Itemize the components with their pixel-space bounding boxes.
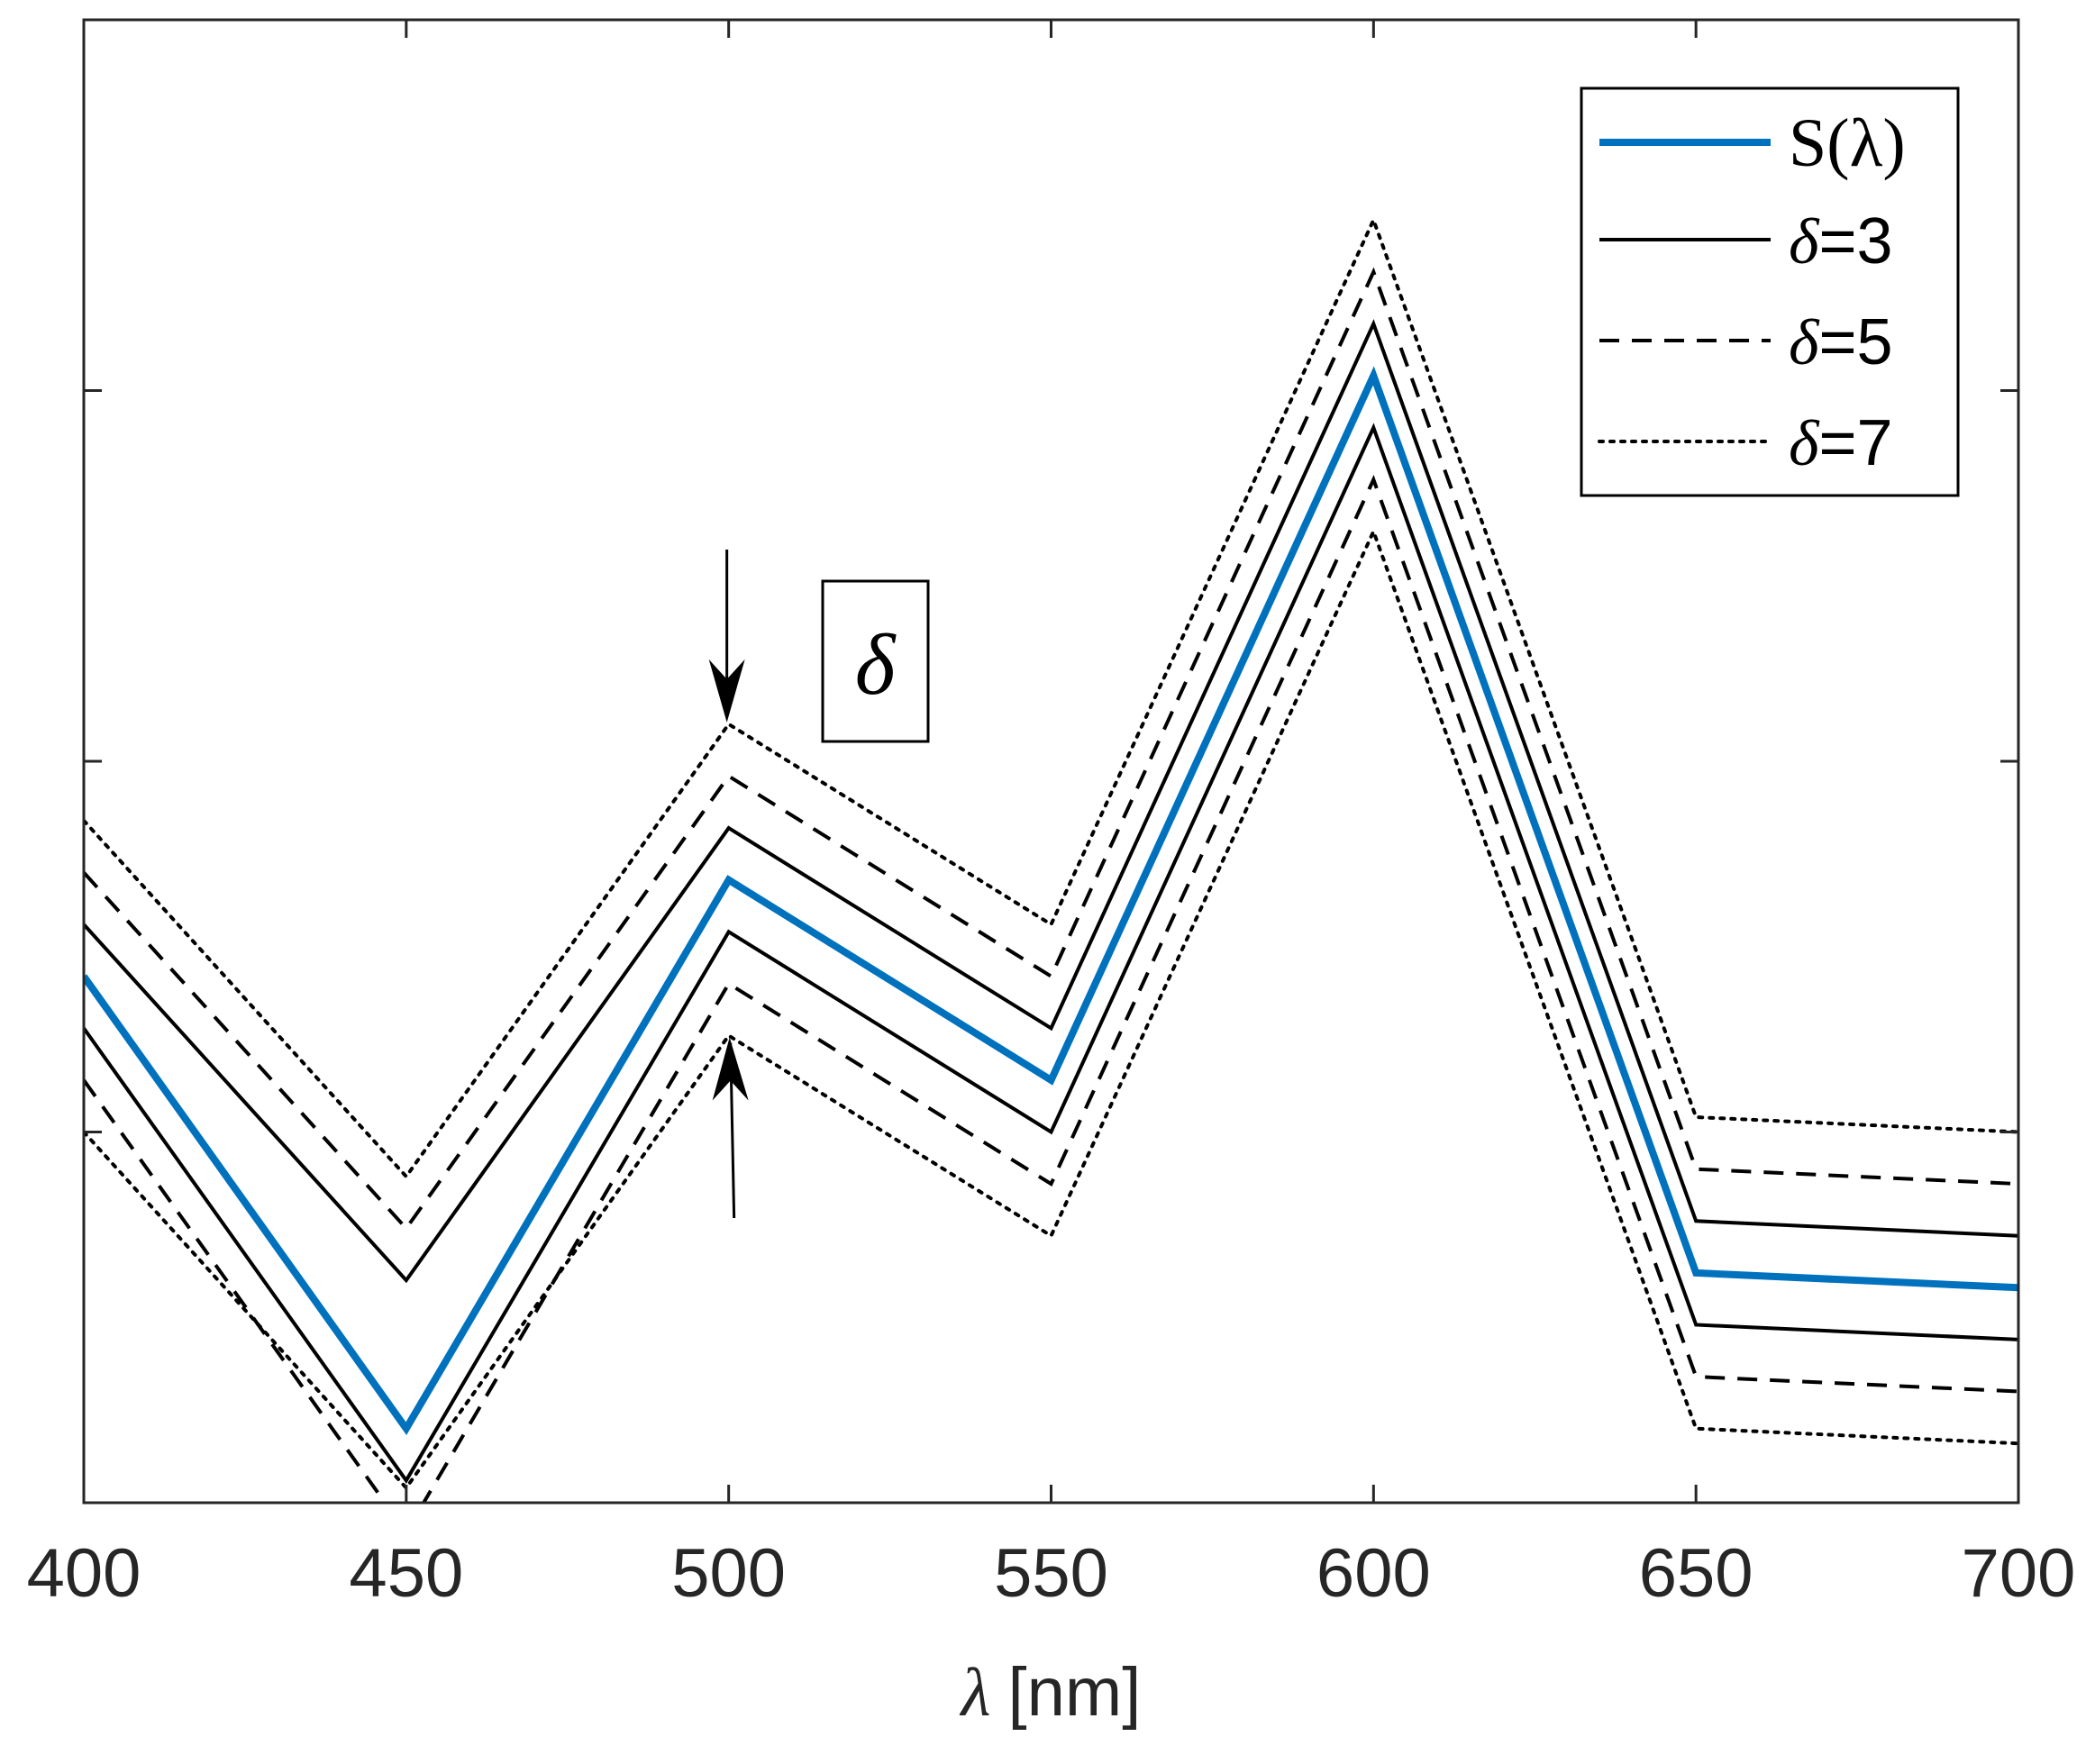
legend-label-symbol: δ — [1789, 205, 1820, 277]
legend-label-symbol: δ — [1789, 407, 1820, 479]
series-line--3-lower — [84, 423, 2018, 1484]
x-tick-label: 450 — [349, 1535, 463, 1612]
series-line--3-upper — [84, 319, 2018, 1284]
series-line--7-upper — [84, 214, 2018, 1180]
x-axis-title: λ [nm] — [960, 1654, 1142, 1731]
axes-layer: 400 450 500 550 600 650 700 λ [nm] — [27, 18, 2076, 1731]
delta-annotation-box — [821, 579, 930, 743]
legend-label: δ=7 — [1789, 407, 1893, 479]
legend-label-text: =7 — [1818, 407, 1892, 479]
x-tick-label: 600 — [1316, 1535, 1431, 1612]
x-tick-label: 400 — [27, 1535, 141, 1612]
x-axis-title-unit: [nm] — [1008, 1654, 1142, 1731]
series-line-s- — [84, 366, 2018, 1436]
delta-annotation-label: δ — [855, 616, 897, 713]
annotation-layer: δ — [708, 550, 930, 1219]
legend-label-text: S(λ) — [1789, 105, 1906, 181]
legend-label: δ=3 — [1789, 205, 1893, 277]
legend-label-text: =3 — [1818, 205, 1892, 277]
x-tick-label: 700 — [1962, 1535, 2076, 1612]
legend-label: S(λ) — [1789, 105, 1906, 181]
x-tick-label: 650 — [1639, 1535, 1753, 1612]
arrow-up-head — [712, 1037, 749, 1101]
legend-layer: S(λ)δ=3δ=5δ=7 — [1580, 86, 1960, 497]
legend-box — [1580, 86, 1960, 497]
x-tick-label: 500 — [671, 1535, 786, 1612]
x-tick-label: 550 — [994, 1535, 1108, 1612]
legend-label: δ=5 — [1789, 306, 1893, 378]
arrow-down-head — [708, 659, 745, 723]
legend-label-symbol: δ — [1789, 306, 1820, 378]
series-line--5-lower — [84, 475, 2018, 1503]
x-axis-title-symbol: λ — [960, 1655, 1008, 1731]
legend-label-text: =5 — [1818, 306, 1892, 378]
